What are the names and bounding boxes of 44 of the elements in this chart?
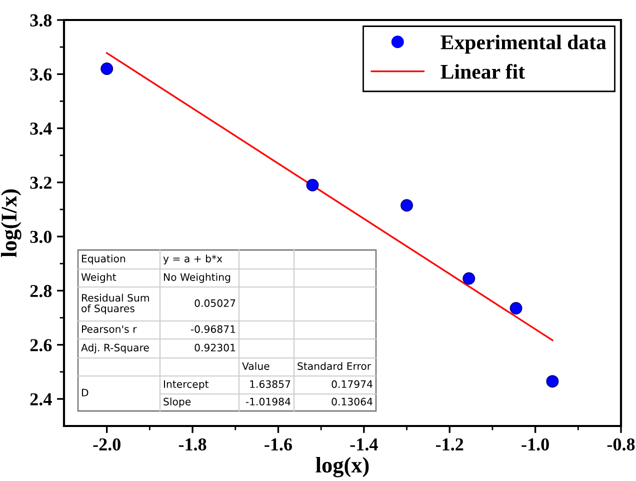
point [400,199,413,212]
annotation: Standard Error [298,362,372,370]
legend-label: Linear fit [440,64,525,79]
annotation: y = a + b*x [163,254,222,264]
y-tick-label: 2.8 [30,284,52,298]
annotation: 0.92301 [194,344,236,352]
annotation: Adj. R-Square [81,344,149,354]
annotation: D [82,388,88,396]
x-tick-label: -1.8 [178,438,206,451]
x-tick-label: -1.4 [350,438,378,451]
y-tick-label: 3.6 [30,68,52,81]
x-tick-label: -1.2 [436,438,464,451]
x-tick-label: -1.6 [264,438,292,451]
annotation: Value [242,362,270,370]
point [510,302,522,314]
point [306,178,319,192]
x-tick-label: -2.0 [93,438,120,451]
annotation: 0.05027 [194,299,236,307]
annotation: -1.01984 [246,398,290,406]
y-tick-label: 3.0 [30,230,52,244]
annotation: Equation [82,254,126,264]
y-tick-label: 3.2 [30,176,52,189]
point [100,62,114,75]
annotation: No Weighting [164,273,230,283]
legend-label: Experimental data [440,34,606,54]
annotation: Pearson's r [82,325,137,333]
annotation: -0.96871 [190,325,236,333]
point [546,375,559,388]
y-tick-label: 3.4 [30,122,52,135]
annotation: 0.17974 [332,380,372,388]
y-tick-label: 2.6 [30,339,52,352]
y-tick-label: 3.8 [30,14,52,27]
annotation: 0.13064 [332,398,372,406]
y-tick-label: 2.4 [30,393,52,406]
annotation: Slope [164,398,191,408]
point [462,272,476,285]
x-tick-label: -0.8 [607,438,635,451]
annotation: Intercept [164,380,209,390]
x-tick-label: -1.0 [522,438,549,451]
x-axis-title: log(x) [316,456,369,478]
y-axis-title: log(I/x) [0,189,22,258]
annotation: Residual Sum of Squares [82,294,149,314]
annotation: 1.63857 [250,380,290,388]
annotation: Weight [81,273,116,283]
